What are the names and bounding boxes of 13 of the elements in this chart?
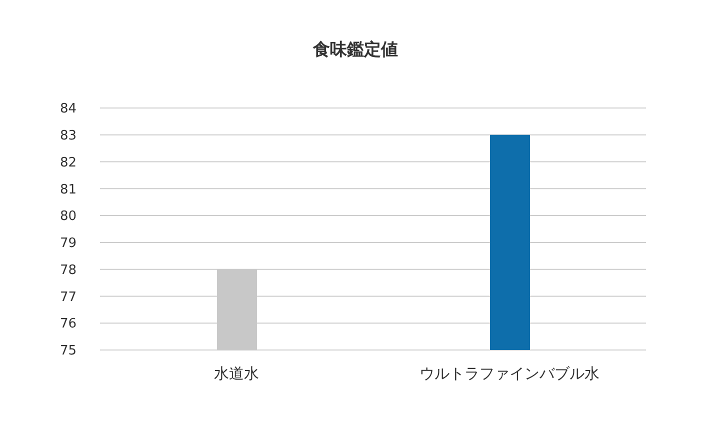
y-tick-label: 83: [60, 128, 77, 144]
y-tick-label: 80: [60, 209, 77, 224]
y-tick-label: 76: [60, 316, 77, 332]
y-tick-label: 82: [60, 155, 77, 170]
x-tick-label: ウルトラファインバブル水: [420, 364, 600, 383]
y-tick-label: 84: [60, 102, 77, 117]
y-tick-label: 77: [60, 290, 77, 305]
y-tick-label: 81: [60, 182, 77, 198]
x-tick-label: 水道水: [214, 364, 259, 383]
y-tick-label: 78: [60, 262, 77, 278]
y-tick-label: 75: [60, 344, 77, 359]
y-tick-label: 79: [60, 236, 77, 252]
chart-title: 食味鑑定値: [312, 39, 399, 61]
